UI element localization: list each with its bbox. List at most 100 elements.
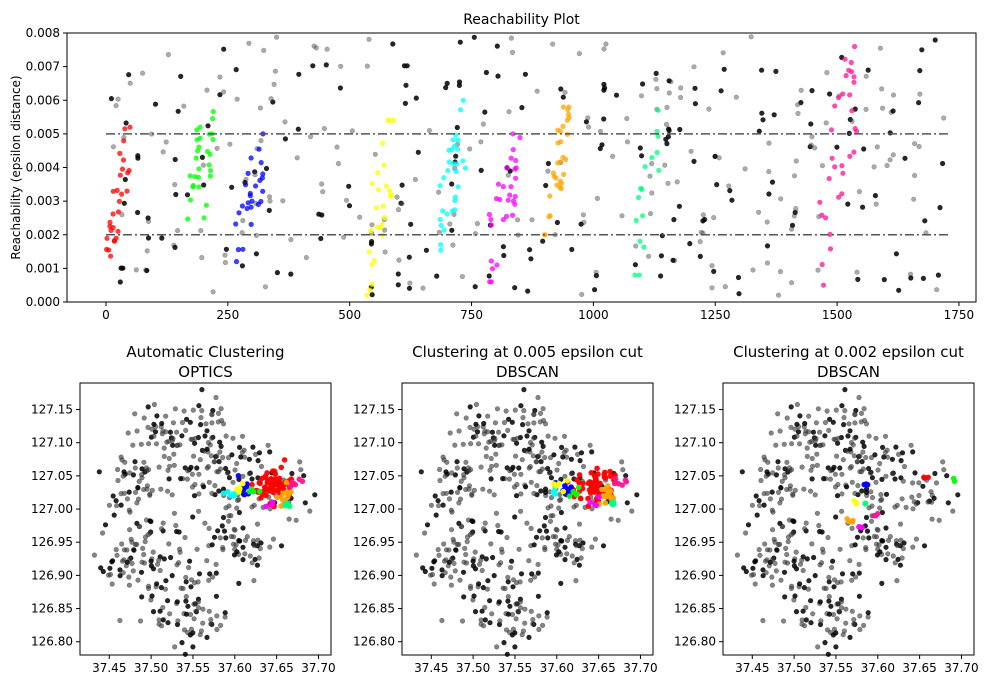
data-point [509,632,516,638]
data-point [773,568,779,574]
data-point [135,577,141,583]
data-point [603,41,609,47]
x-tick-label: 37.65 [902,661,936,675]
data-point [98,565,104,571]
data-point [856,593,863,599]
data-point [120,265,126,271]
data-point [773,68,779,74]
data-point [464,538,470,545]
data-point [528,577,534,583]
data-point [535,570,541,576]
data-point [187,558,193,564]
data-point [775,465,781,471]
data-point [154,413,160,419]
data-point [450,137,456,143]
data-point [367,287,373,293]
data-point [772,560,778,567]
data-point [951,478,958,485]
data-point [435,546,441,553]
data-point [244,533,250,540]
data-point [486,211,493,218]
data-point [210,108,216,115]
data-point [492,442,498,448]
data-point [520,415,526,421]
data-point [506,476,513,482]
data-point [258,540,264,546]
data-point [564,551,570,557]
data-point [217,439,223,445]
data-point [769,489,775,495]
data-point [196,184,202,190]
data-point [448,582,455,588]
data-point [188,577,195,583]
data-point [757,466,764,473]
data-point [107,253,114,259]
data-point [282,136,289,142]
data-point [251,502,257,508]
data-point [932,37,938,43]
data-point [245,200,251,206]
data-point [588,469,595,476]
data-point [503,408,509,414]
data-point [263,503,269,510]
x-tick-label: 500 [338,308,361,322]
data-point [860,622,867,629]
data-point [341,234,347,240]
data-point [457,577,463,583]
data-point [805,586,812,592]
data-point [544,614,550,620]
data-point [822,639,828,646]
data-point [511,436,518,443]
data-point [163,578,169,584]
data-point [519,422,526,428]
data-point [525,421,531,427]
data-point [512,175,519,181]
data-point [788,280,795,286]
data-point [560,488,567,495]
data-point [539,439,545,445]
data-point [666,90,672,96]
data-point [591,287,598,293]
data-point [183,579,189,585]
data-point [234,96,240,102]
data-point [210,289,216,295]
data-point [455,184,461,190]
data-point [250,444,256,450]
data-point [455,137,461,143]
data-point [495,522,501,529]
data-point [274,270,281,276]
data-point [543,182,549,189]
data-point [454,459,460,465]
data-point [217,535,223,541]
data-point [788,424,794,431]
data-point [945,500,951,506]
data-point [817,442,824,448]
data-point [447,221,453,227]
data-point [830,632,837,638]
data-point [282,502,289,509]
data-point [141,560,148,566]
data-point [469,491,475,497]
y-tick-label: 127.00 [674,502,716,516]
data-point [601,46,607,52]
data-point [399,201,405,207]
data-point [529,571,535,577]
data-point [249,560,255,566]
data-point [756,128,762,134]
data-point [187,632,193,638]
data-point [395,282,401,288]
data-point [677,126,683,133]
data-point [810,554,817,561]
data-point [759,110,765,116]
data-point [760,117,766,123]
data-point [826,427,832,434]
x-tick-label: 37.55 [498,661,532,675]
data-point [483,69,490,76]
data-point [199,154,205,160]
data-point [816,528,823,535]
data-point [501,419,508,426]
data-point [406,254,412,260]
data-point [785,538,791,545]
data-point [199,255,205,261]
data-point [852,490,858,497]
